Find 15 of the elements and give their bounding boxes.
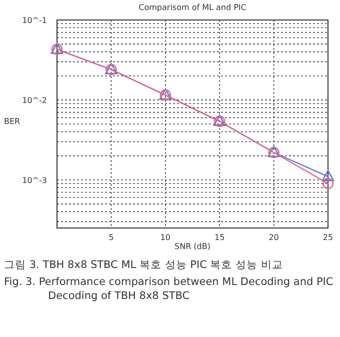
x-tick-label: 20 [268, 233, 279, 242]
y-tick-label: 10^-2 [22, 96, 47, 105]
y-tick-label: 10^-1 [22, 16, 47, 25]
x-tick-label: 25 [322, 233, 334, 242]
x-tick-label: 10 [160, 233, 170, 242]
y-axis-title: BER [4, 117, 21, 126]
point [322, 178, 334, 190]
x-tick-label: 15 [214, 233, 225, 242]
y-tick-label: 10^-3 [22, 176, 47, 185]
caption: Fig. 3. Performance comparison between ML Decoding and PIC Decoding of TBH 8x8 STBC [4, 275, 334, 303]
x-axis-title: SNR (dB) [174, 242, 210, 251]
x-tick-label: 5 [108, 233, 114, 242]
caption: 그림 3. TBH 8x8 STBC ML 복호 성능 PIC 복호 성능 비교 [4, 258, 284, 272]
chart-title: Comparisom of ML and PIC [138, 3, 247, 12]
point [322, 170, 334, 182]
